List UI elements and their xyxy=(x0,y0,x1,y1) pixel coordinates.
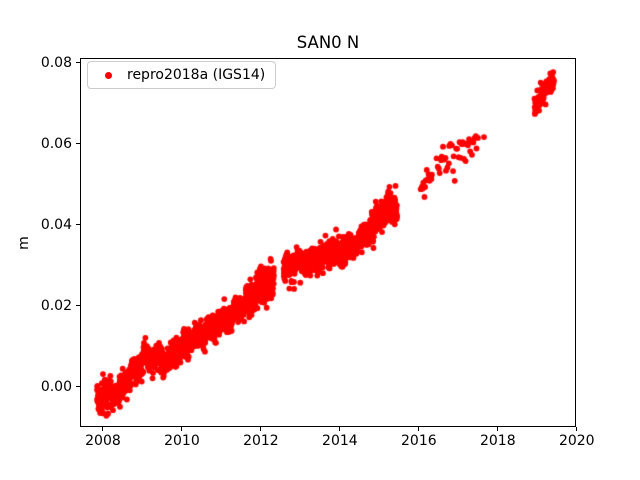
y-tick-mark xyxy=(76,386,80,388)
x-tick-mark xyxy=(260,427,262,431)
y-tick-label: 0.06 xyxy=(40,135,72,152)
x-tick-label: 2010 xyxy=(164,433,200,449)
x-tick-label: 2020 xyxy=(558,433,595,449)
y-tick-mark xyxy=(76,143,80,145)
y-tick-label: 0.02 xyxy=(40,297,72,314)
x-tick-mark xyxy=(576,427,578,431)
y-tick-label: 0.04 xyxy=(40,216,72,233)
x-tick-mark xyxy=(497,427,499,431)
legend: repro2018a (IGS14) xyxy=(87,61,277,89)
y-tick-mark xyxy=(76,62,80,64)
x-tick-mark xyxy=(418,427,420,431)
legend-label: repro2018a (IGS14) xyxy=(127,67,266,83)
x-tick-label: 2016 xyxy=(401,433,437,449)
plot-area: repro2018a (IGS14) xyxy=(80,58,576,427)
legend-marker-dot xyxy=(105,71,112,79)
x-tick-label: 2018 xyxy=(479,433,516,449)
y-tick-label: 0.08 xyxy=(40,54,72,71)
y-tick-label: 0.00 xyxy=(40,378,72,395)
x-tick-label: 2012 xyxy=(243,433,279,449)
chart-title: SAN0 N xyxy=(296,33,360,52)
y-tick-mark xyxy=(76,224,80,226)
scatter-points-canvas xyxy=(80,58,576,427)
x-tick-label: 2008 xyxy=(85,433,121,449)
x-tick-mark xyxy=(339,427,341,431)
y-axis-label: m xyxy=(15,236,32,250)
x-tick-label: 2014 xyxy=(322,433,358,449)
x-tick-mark xyxy=(102,427,104,431)
x-tick-mark xyxy=(181,427,183,431)
y-tick-mark xyxy=(76,305,80,307)
